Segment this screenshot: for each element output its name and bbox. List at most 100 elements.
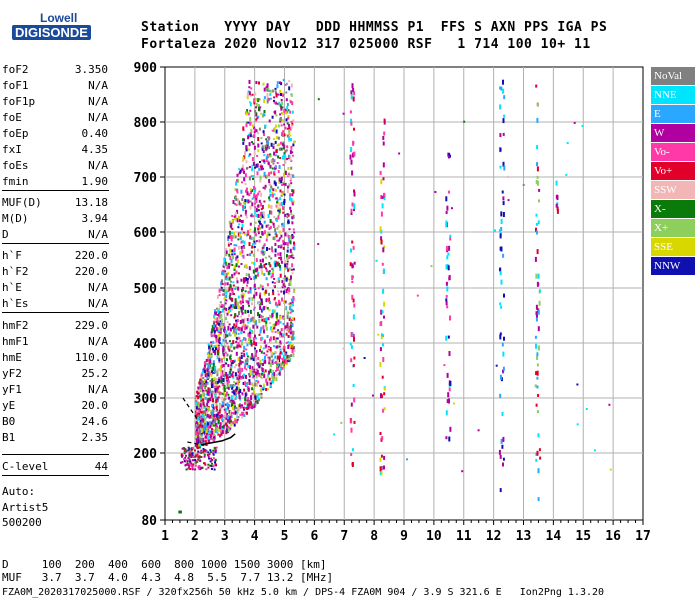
echo-point (240, 214, 243, 217)
echo-point (272, 352, 275, 355)
echo-point (272, 376, 275, 380)
echo-point (209, 397, 212, 402)
echo-point (203, 438, 206, 441)
echo-point (272, 269, 275, 273)
echo-point (261, 246, 264, 249)
echo-point (349, 110, 352, 114)
echo-point (233, 231, 236, 236)
echo-point (188, 462, 191, 465)
echo-point (204, 417, 207, 421)
echo-point (236, 418, 239, 421)
echo-point (262, 347, 265, 350)
echo-point (274, 253, 277, 257)
echo-point (220, 414, 223, 418)
echo-point (192, 463, 195, 466)
echo-point (449, 237, 452, 241)
echo-point (272, 158, 274, 161)
echo-point (202, 451, 205, 454)
echo-point (380, 393, 382, 399)
echo-point (255, 112, 258, 116)
echo-point (191, 465, 194, 468)
echo-point (288, 183, 291, 188)
echo-point (268, 136, 271, 141)
echo-point (536, 180, 539, 186)
echo-point (220, 324, 223, 328)
echo-point (249, 188, 252, 191)
echo-point (224, 282, 227, 286)
echo-point (234, 402, 236, 407)
echo-point (228, 332, 231, 337)
echo-point (265, 155, 268, 160)
echo-point (204, 409, 207, 413)
echo-point (200, 413, 203, 416)
echo-point (235, 325, 238, 328)
echo-point (246, 92, 249, 96)
echo-point (268, 270, 271, 273)
echo-point (212, 332, 215, 335)
echo-point (228, 420, 231, 424)
legend-item-x: X- (651, 200, 695, 218)
echo-point (203, 462, 205, 465)
echo-point (240, 327, 243, 332)
echo-point (269, 164, 272, 167)
echo-point (189, 450, 192, 453)
echo-point (275, 129, 278, 134)
echo-point (375, 259, 378, 262)
echo-point (276, 198, 279, 202)
echo-point (270, 210, 273, 215)
echo-point (257, 225, 260, 227)
echo-point (248, 297, 251, 300)
echo-point (196, 459, 199, 462)
echo-point (244, 359, 247, 363)
echo-point (267, 140, 270, 145)
echo-point (239, 389, 242, 393)
footer-file-info: FZA0M_2020317025000.RSF / 320fx256h 50 k… (2, 587, 605, 598)
echo-point (238, 168, 241, 171)
echo-point (255, 214, 258, 217)
echo-point (288, 240, 291, 243)
echo-point (197, 443, 200, 448)
echo-point (206, 381, 209, 385)
echo-point (268, 89, 271, 92)
echo-point (292, 347, 295, 351)
echo-point (236, 328, 239, 330)
echo-point (240, 240, 243, 244)
echo-point (266, 93, 269, 98)
echo-point (278, 180, 281, 184)
echo-point (379, 322, 382, 326)
echo-point (240, 220, 243, 223)
echo-point (501, 342, 504, 347)
echo-point (246, 284, 248, 287)
echo-point (201, 414, 204, 417)
echo-point (443, 364, 446, 367)
echo-point (241, 361, 244, 364)
echo-point (380, 309, 383, 315)
echo-point (288, 123, 290, 127)
echo-point (536, 166, 539, 172)
echo-point (220, 313, 223, 318)
echo-point (380, 211, 383, 217)
echo-point (185, 468, 188, 471)
echo-point (235, 270, 238, 274)
y-tick-label: 900 (134, 61, 158, 76)
echo-point (242, 382, 245, 385)
echo-point (242, 304, 245, 308)
echo-point (242, 208, 245, 211)
echo-point (289, 196, 292, 201)
echo-point (285, 341, 288, 344)
echo-point (226, 424, 228, 429)
echo-point (226, 265, 229, 270)
echo-point (244, 326, 247, 331)
echo-point (209, 423, 212, 427)
echo-point (232, 395, 235, 397)
echo-point (219, 371, 222, 375)
echo-point (536, 363, 539, 367)
echo-point (248, 304, 250, 307)
echo-point (268, 292, 270, 296)
echo-point (188, 452, 191, 455)
echo-point (255, 353, 257, 357)
echo-point (286, 127, 289, 130)
echo-point (271, 379, 274, 384)
echo-point (245, 160, 248, 164)
echo-point (260, 137, 263, 139)
